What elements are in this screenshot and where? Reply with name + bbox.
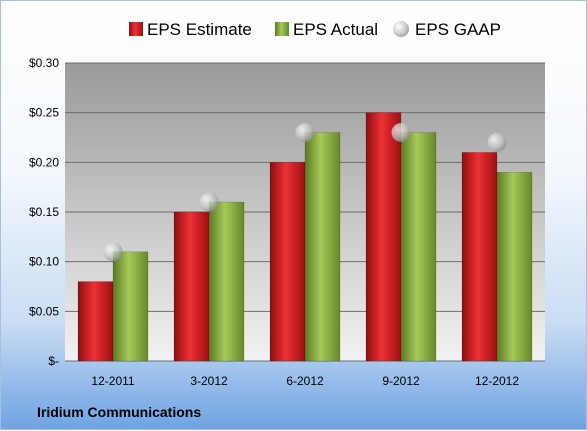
x-tick-label-3-2012: 3-2012 [190, 374, 228, 388]
bar-eps-estimate-6-2012 [269, 162, 306, 362]
y-tick-label-1: $0.05 [29, 304, 59, 318]
x-tick-label-9-2012: 9-2012 [382, 374, 420, 388]
x-tick-label-12-2012: 12-2012 [475, 374, 519, 388]
bar-eps-actual-12-2012 [496, 172, 533, 362]
bar-eps-estimate-3-2012 [173, 211, 210, 362]
bars [77, 112, 533, 362]
bar-eps-actual-9-2012 [400, 132, 437, 362]
legend-swatch-eps-gaap [393, 21, 409, 37]
point-eps-gaap-9-2012 [391, 123, 411, 143]
bar-eps-actual-3-2012 [208, 201, 245, 362]
legend: EPS Estimate EPS Actual EPS GAAP [129, 20, 501, 39]
gaap-points [103, 123, 507, 262]
legend-label-eps-estimate: EPS Estimate [147, 20, 252, 39]
point-eps-gaap-12-2011 [103, 242, 123, 262]
x-axis-ticks: 12-2011 3-2012 6-2012 9-2012 12-2012 [91, 374, 519, 388]
y-tick-label-6: $0.30 [29, 56, 59, 70]
x-tick-label-6-2012: 6-2012 [286, 374, 324, 388]
bar-eps-estimate-9-2012 [365, 112, 402, 362]
y-tick-label-3: $0.15 [29, 205, 59, 219]
point-eps-gaap-3-2012 [199, 192, 219, 212]
company-name: Iridium Communications [37, 404, 201, 420]
x-tick-label-12-2011: 12-2011 [91, 374, 134, 388]
y-tick-label-5: $0.25 [29, 106, 59, 120]
point-eps-gaap-12-2012 [487, 132, 507, 152]
legend-swatch-eps-actual [275, 22, 289, 36]
bar-eps-actual-12-2011 [112, 251, 149, 362]
bar-eps-actual-6-2012 [304, 132, 341, 362]
y-axis-ticks: $- $0.05 $0.10 $0.15 $0.20 $0.25 $0.30 [29, 56, 59, 368]
y-tick-label-4: $0.20 [29, 155, 59, 169]
y-tick-label-2: $0.10 [29, 255, 59, 269]
legend-label-eps-actual: EPS Actual [293, 20, 378, 39]
legend-swatch-eps-estimate [129, 22, 143, 36]
legend-label-eps-gaap: EPS GAAP [415, 20, 501, 39]
y-tick-label-0: $- [48, 354, 59, 368]
bar-eps-estimate-12-2012 [461, 152, 498, 362]
bar-eps-estimate-12-2011 [77, 281, 114, 362]
point-eps-gaap-6-2012 [295, 123, 315, 143]
